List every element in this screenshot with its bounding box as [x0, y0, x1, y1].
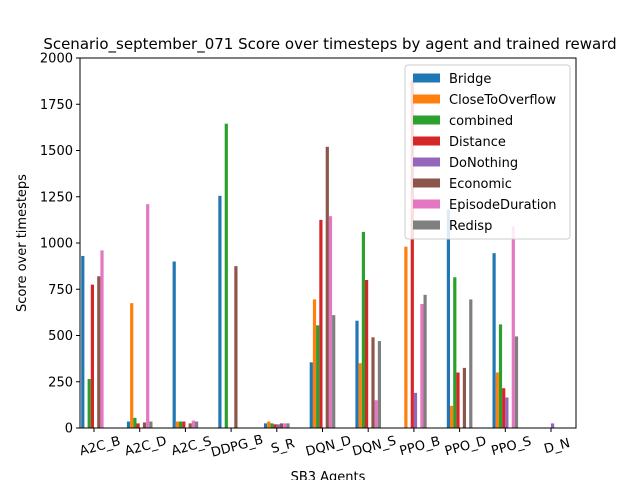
bar-dqn-d-distance: [319, 219, 323, 429]
y-tick-label: 0: [65, 422, 73, 437]
bar-dqn-d-bridge: [309, 362, 313, 428]
x-tick-label: S_R: [269, 436, 296, 457]
bar-ppo-s-distance: [502, 388, 506, 428]
y-tick-label: 1750: [40, 98, 73, 113]
bar-a2c-s-bridge: [172, 261, 176, 428]
bar-a2c-d-bridge: [126, 421, 131, 428]
legend-swatch: [413, 73, 440, 83]
bar-dqn-d-episodeduration: [328, 216, 333, 428]
bar-ddpg-b-bridge: [218, 195, 222, 428]
bar-ppo-b-donothing: [413, 392, 418, 428]
y-axis-ticks: 0 250 500 750 1000 1250 1500 1750 2000: [40, 52, 80, 437]
bar-ppo-d-bridge: [446, 209, 450, 428]
bar-dqn-s-combined: [361, 231, 365, 428]
bar-a2c-d-redisp: [149, 421, 153, 428]
bar-ppo-s-combined: [498, 324, 503, 428]
bar-s-r-bridge: [264, 423, 268, 429]
bar-d-n-donothing: [551, 423, 555, 429]
legend-swatch: [413, 199, 440, 209]
bar-ddpg-b-combined: [224, 123, 228, 429]
bar-ppo-d-redisp: [469, 299, 473, 428]
y-tick-label: 750: [48, 283, 73, 298]
bar-a2c-s-redisp: [195, 421, 199, 428]
legend-entry: EpisodeDuration: [449, 198, 557, 213]
bar-a2c-b-combined: [87, 378, 91, 428]
y-tick-label: 500: [48, 329, 73, 344]
bar-ppo-b-redisp: [423, 294, 427, 428]
bar-s-r-combined: [270, 423, 274, 429]
bar-ppo-d-closetooverflow: [450, 405, 454, 428]
bar-ppo-s-episodeduration: [511, 226, 515, 428]
bar-ppo-s-closetooverflow: [495, 372, 499, 428]
legend-entry: Distance: [449, 135, 506, 150]
bar-ppo-s-redisp: [514, 336, 519, 428]
x-tick-label: D_N: [542, 436, 571, 457]
bar-ppo-b-episodeduration: [420, 304, 424, 428]
bar-a2c-d-economic: [142, 422, 147, 428]
y-tick-label: 1500: [40, 144, 73, 159]
legend-swatch: [413, 220, 440, 230]
legend-entry: combined: [449, 114, 513, 129]
bar-a2c-s-economic: [188, 423, 192, 429]
bar-ppo-d-combined: [453, 277, 457, 428]
bar-s-r-donothing: [276, 424, 280, 428]
legend: Bridge CloseToOverflow combined Distance DoN…: [404, 64, 571, 240]
legend-entry: Bridge: [449, 72, 491, 87]
bar-a2c-b-economic: [97, 276, 101, 428]
bar-dqn-d-closetooverflow: [312, 299, 317, 428]
bar-dqn-s-redisp: [377, 341, 381, 428]
bar-dqn-s-economic: [371, 337, 375, 428]
legend-swatch: [413, 157, 440, 167]
bar-dqn-d-redisp: [332, 315, 336, 428]
bar-dqn-s-bridge: [355, 320, 359, 428]
bar-dqn-s-distance: [365, 280, 369, 428]
bar-s-r-closetooverflow: [267, 421, 271, 428]
bar-a2c-s-distance: [182, 421, 186, 428]
bar-a2c-b-episodeduration: [100, 250, 104, 428]
y-tick-label: 1000: [40, 237, 73, 252]
bar-s-r-distance: [273, 424, 277, 428]
x-axis-label: SB3 Agents: [291, 470, 366, 480]
bar-a2c-b-distance: [90, 284, 94, 429]
bar-s-r-episodeduration: [283, 423, 287, 429]
legend-entry: Redisp: [449, 219, 492, 234]
bar-dqn-d-economic: [325, 146, 329, 429]
bar-a2c-d-combined: [133, 417, 137, 428]
bar-a2c-d-episodeduration: [146, 204, 150, 428]
bar-dqn-s-closetooverflow: [358, 363, 362, 428]
bar-dqn-s-episodeduration: [374, 400, 378, 428]
bar-ppo-d-distance: [456, 372, 460, 428]
bar-a2c-s-closetooverflow: [175, 421, 179, 428]
bar-a2c-s-episodeduration: [191, 420, 195, 428]
chart-title: Scenario_september_071 Score over timest…: [43, 35, 616, 54]
legend-swatch: [413, 115, 440, 125]
legend-swatch: [413, 178, 440, 188]
bar-ppo-b-distance: [410, 80, 414, 428]
bar-dqn-d-combined: [316, 325, 320, 428]
bar-ddpg-b-economic: [234, 266, 238, 429]
y-tick-label: 1250: [40, 190, 73, 205]
legend-entry: DoNothing: [449, 156, 518, 171]
bar-a2c-s-combined: [179, 421, 183, 428]
bar-ppo-s-donothing: [505, 397, 509, 428]
y-tick-label: 2000: [40, 52, 73, 67]
bar-ppo-s-bridge: [492, 253, 496, 428]
bar-ppo-b-closetooverflow: [404, 246, 408, 428]
y-axis-label: Score over timesteps: [15, 174, 30, 312]
bar-s-r-economic: [280, 423, 284, 429]
y-tick-label: 250: [48, 375, 73, 390]
bar-ppo-d-economic: [462, 367, 466, 429]
bar-s-r-redisp: [286, 423, 290, 429]
bar-a2c-d-distance: [136, 423, 140, 429]
legend-entry: Economic: [449, 177, 512, 192]
bar-a2c-b-bridge: [81, 255, 85, 428]
legend-entry: CloseToOverflow: [449, 93, 557, 108]
bar-a2c-d-closetooverflow: [130, 303, 134, 429]
legend-swatch: [413, 136, 440, 146]
legend-box: [404, 64, 571, 240]
plot-area: [79, 57, 577, 429]
legend-swatch: [413, 94, 440, 104]
